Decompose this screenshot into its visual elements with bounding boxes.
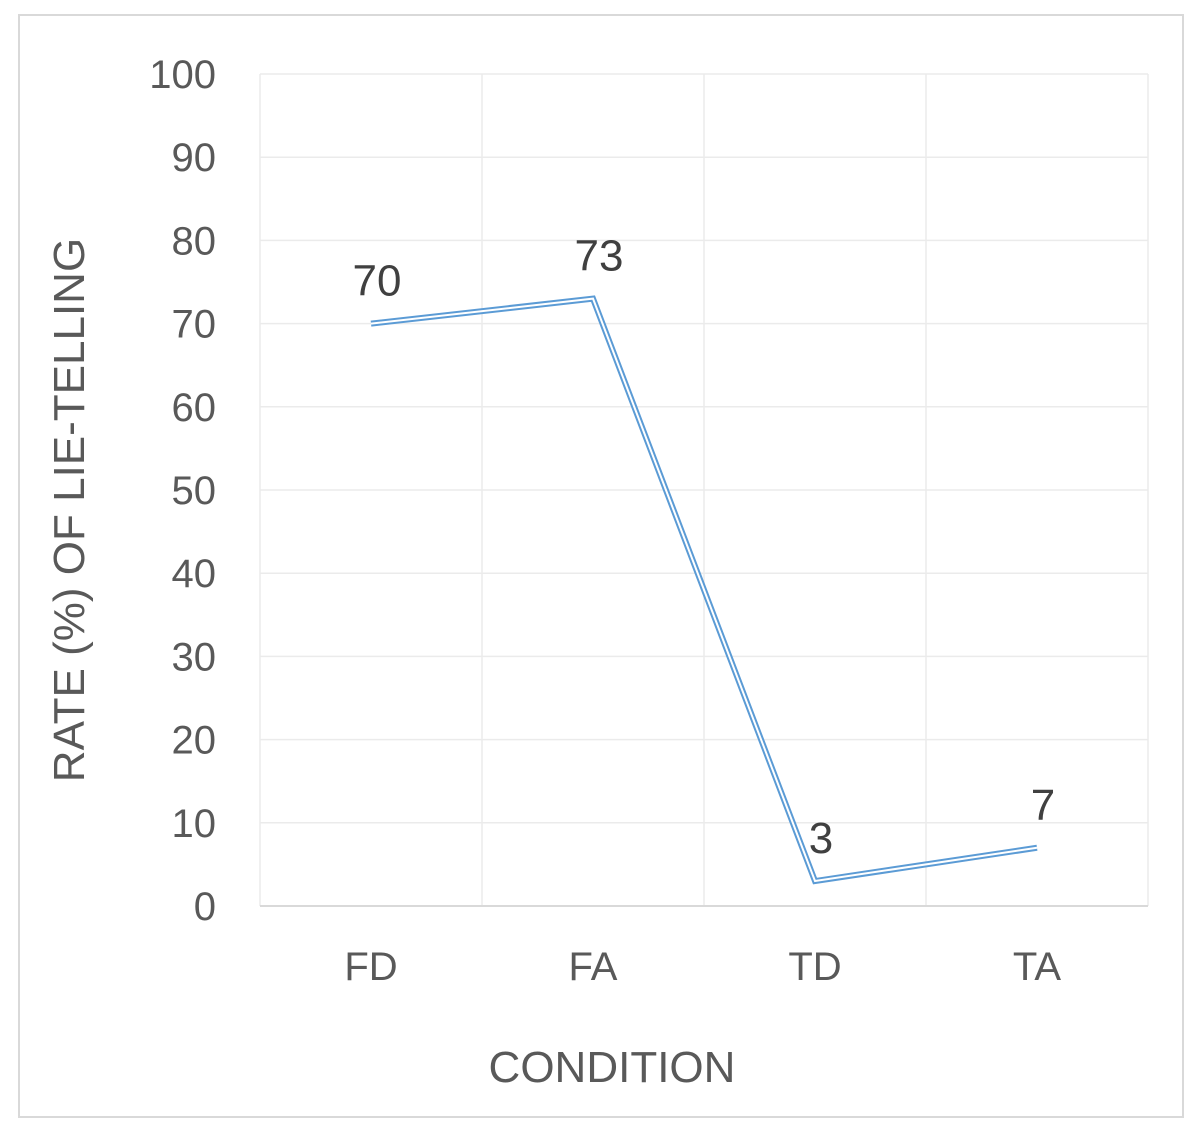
y-tick-label: 20 bbox=[172, 719, 217, 763]
data-label-ta: 7 bbox=[1031, 781, 1055, 830]
y-tick-label: 10 bbox=[172, 802, 217, 846]
y-tick-label: 0 bbox=[194, 885, 216, 929]
x-tick-label: FA bbox=[569, 945, 618, 989]
data-label-td: 3 bbox=[809, 814, 833, 863]
y-tick-label: 40 bbox=[172, 552, 217, 596]
y-tick-label: 60 bbox=[172, 386, 217, 430]
x-tick-label: TA bbox=[1013, 945, 1061, 989]
y-tick-label: 90 bbox=[172, 136, 217, 180]
y-tick-label: 100 bbox=[149, 53, 216, 97]
series-line-inner bbox=[370, 297, 1038, 883]
y-axis-title: RATE (%) OF LIE-TELLING bbox=[45, 238, 94, 782]
y-tick-label: 50 bbox=[172, 469, 217, 513]
series-layer bbox=[370, 295, 1038, 885]
x-tick-label: FD bbox=[344, 945, 397, 989]
data-label-fa: 73 bbox=[575, 232, 624, 281]
data-label-fd: 70 bbox=[353, 257, 402, 306]
x-tick-label: TD bbox=[788, 945, 841, 989]
y-tick-label: 70 bbox=[172, 303, 217, 347]
data-labels: 70 73 3 7 bbox=[353, 232, 1056, 863]
gridlines bbox=[259, 73, 1149, 906]
axes: 0 10 20 30 40 50 60 70 80 90 100 FD FA TD TA bbox=[149, 53, 1148, 989]
chart-frame bbox=[18, 14, 1184, 1118]
y-tick-label: 30 bbox=[172, 635, 217, 679]
x-axis-title: CONDITION bbox=[489, 1043, 736, 1092]
y-tick-label: 80 bbox=[172, 219, 217, 263]
